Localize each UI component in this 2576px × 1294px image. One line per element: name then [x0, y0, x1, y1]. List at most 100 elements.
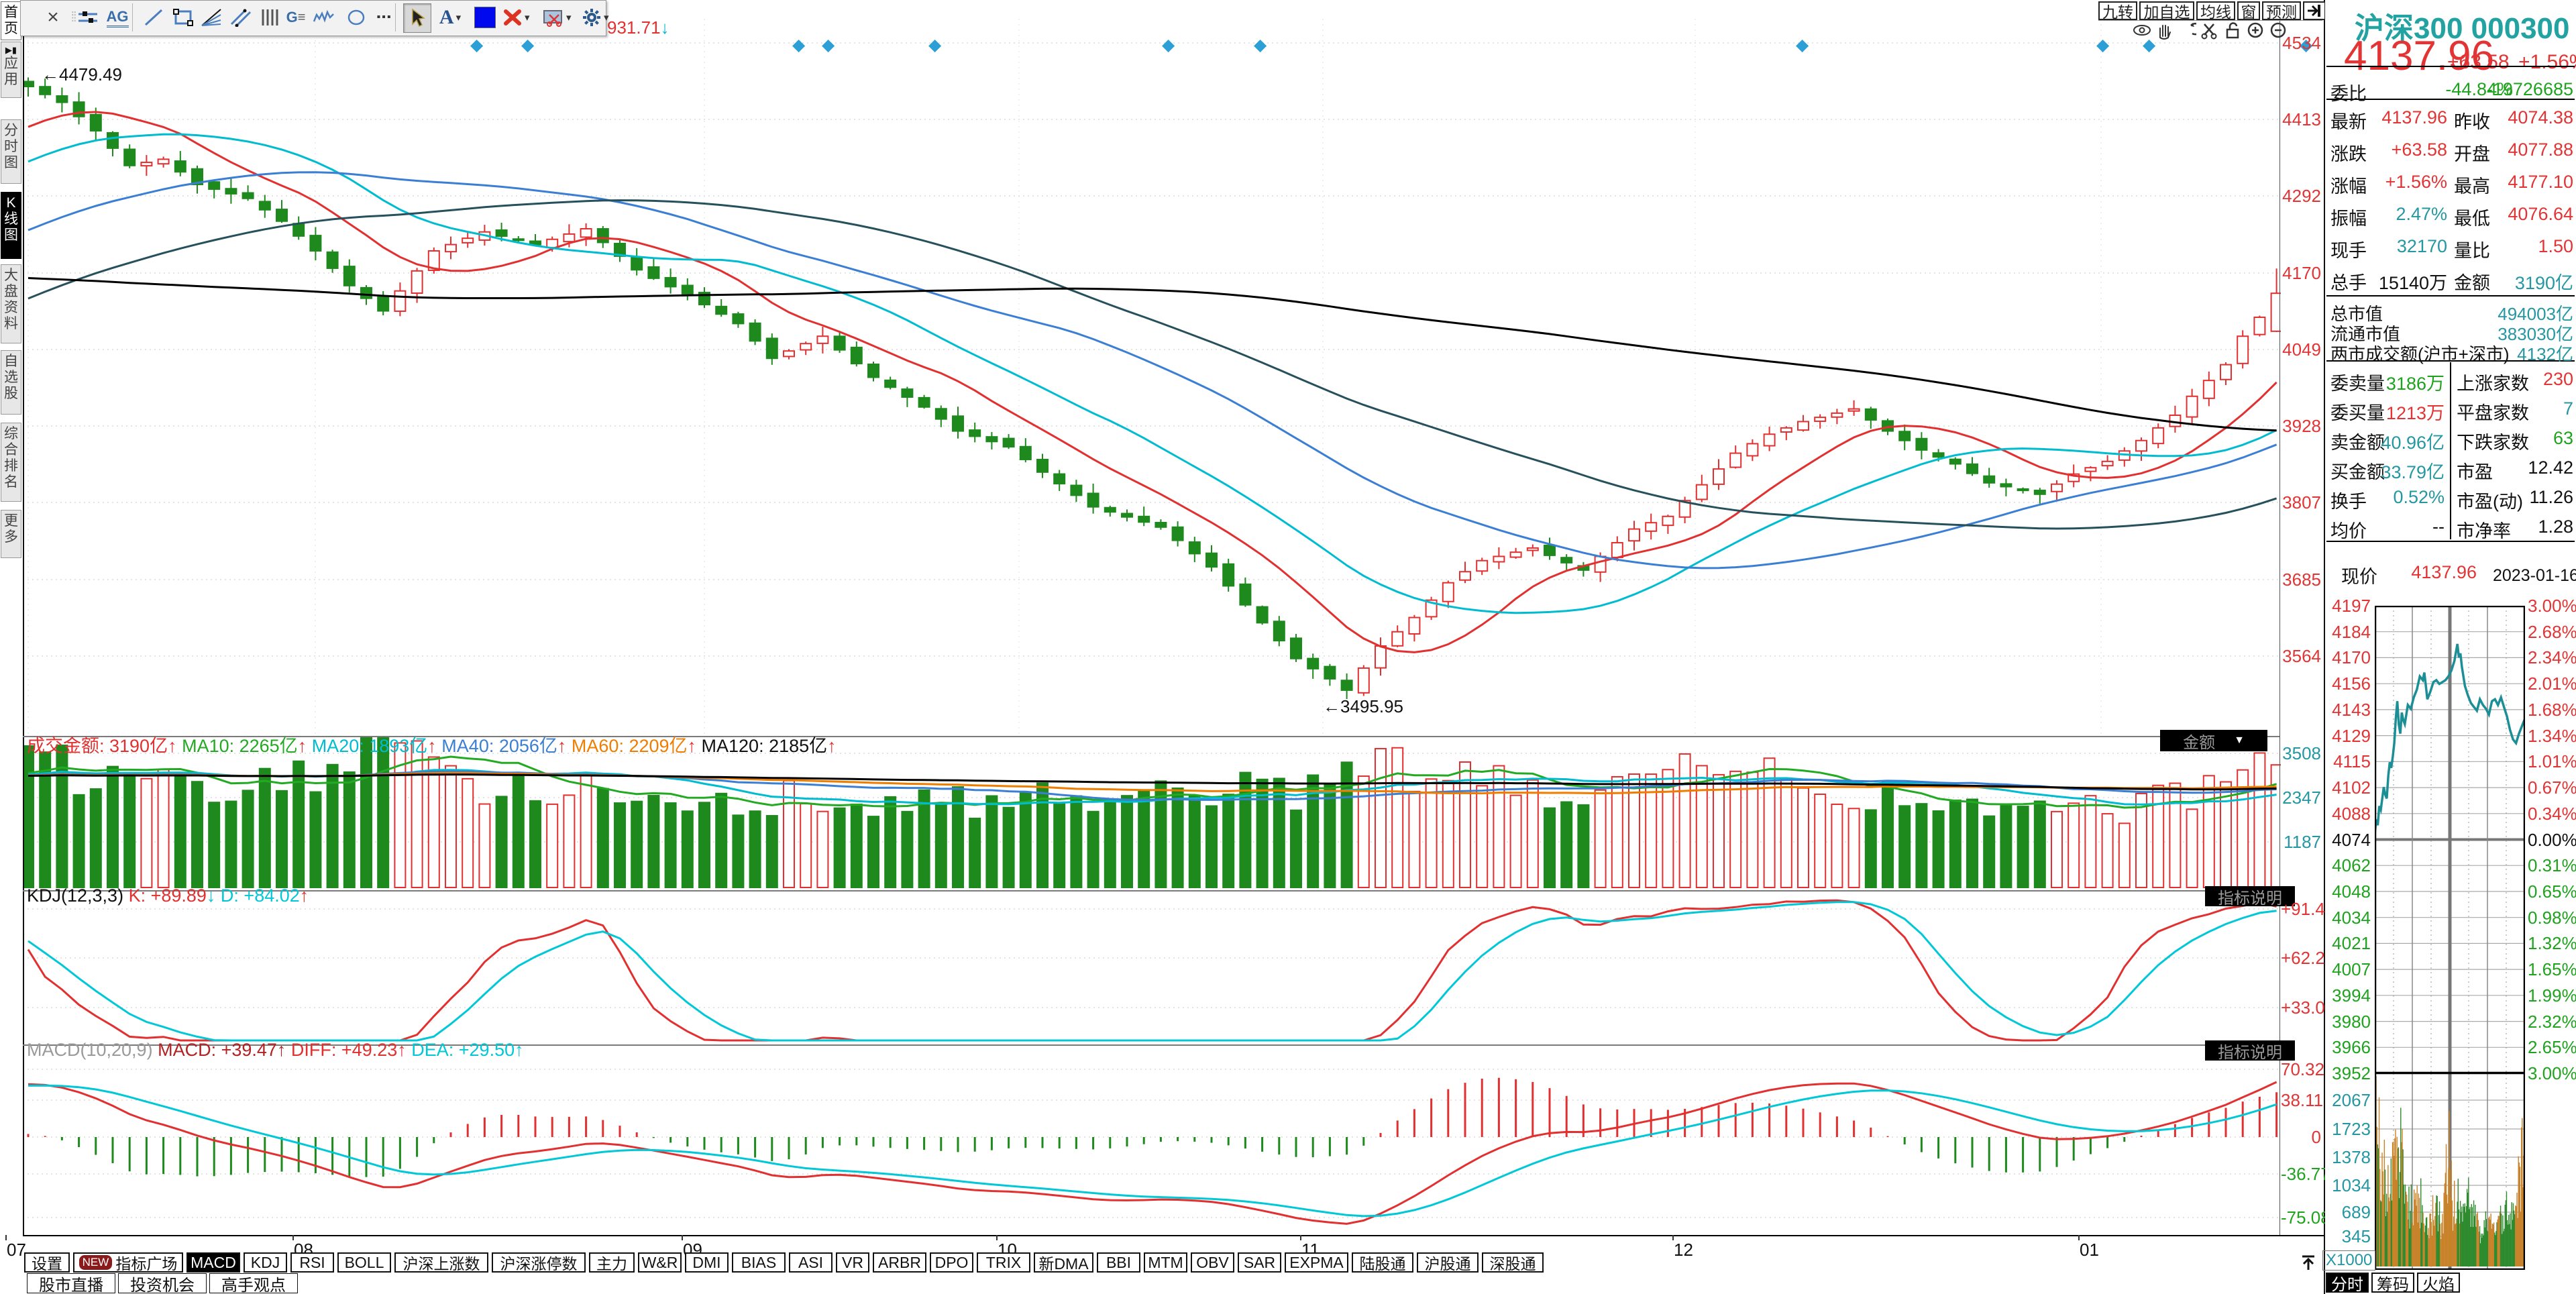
signal-diamond-icon: ◆: [822, 36, 835, 54]
tab-vr[interactable]: VR: [836, 1252, 869, 1273]
tab-sar[interactable]: SAR: [1238, 1252, 1281, 1273]
quote-field: 总市值: [2330, 304, 2383, 324]
tab-indicator-plaza[interactable]: NEW 指标广场: [73, 1252, 183, 1273]
scissors-icon[interactable]: [2200, 21, 2220, 42]
tab-kdj[interactable]: KDJ: [244, 1252, 287, 1273]
tab-bbi[interactable]: BBI: [1097, 1252, 1140, 1273]
button-add-watchlist[interactable]: 加自选: [2139, 1, 2194, 21]
tab-shen-connect[interactable]: 深股通: [1482, 1252, 1544, 1273]
tab-dpo[interactable]: DPO: [930, 1252, 973, 1273]
zoom-out-icon[interactable]: [2269, 21, 2289, 42]
quote-field: 63: [2553, 428, 2573, 448]
mini-price-tick: 3994: [2332, 985, 2371, 1006]
quote-field: 两市成交额(沪市+深市): [2330, 344, 2510, 364]
settings-tool-icon[interactable]: ▾: [582, 3, 609, 32]
tab-dmi[interactable]: DMI: [685, 1252, 729, 1273]
sidebar-item-apps[interactable]: ▶▮ 应用: [1, 42, 21, 98]
mini-tab-chips[interactable]: 筹码: [2371, 1273, 2414, 1294]
kdj-pane[interactable]: [23, 890, 2281, 1044]
quote-field: 383030亿: [2498, 324, 2573, 344]
tab-mtm[interactable]: MTM: [1144, 1252, 1187, 1273]
golden-section-icon[interactable]: G ≡: [286, 9, 306, 25]
tab-lu-connect[interactable]: 陆股通: [1352, 1252, 1413, 1273]
wave-icon[interactable]: [311, 3, 337, 32]
cursor-tool-icon[interactable]: [403, 3, 431, 33]
button-ma-toggle[interactable]: 均线: [2196, 1, 2235, 21]
macd-pane[interactable]: [23, 1044, 2281, 1235]
tab-expma[interactable]: EXPMA: [1285, 1252, 1348, 1273]
tab-macd[interactable]: MACD: [186, 1252, 240, 1273]
gann-fan-icon[interactable]: [198, 3, 225, 32]
tab-obv[interactable]: OBV: [1191, 1252, 1234, 1273]
tab-settings[interactable]: 设置: [24, 1252, 70, 1273]
ag-tool-icon[interactable]: AG: [104, 3, 131, 32]
quote-field: 12.42: [2528, 457, 2573, 478]
mini-price-tick: 4034: [2332, 907, 2371, 928]
mini-tab-intraday[interactable]: 分时: [2326, 1273, 2369, 1294]
sidebar-item-home[interactable]: 首页: [1, 1, 21, 40]
quote-field: 2.47%: [2396, 204, 2447, 224]
snapshot-tool-icon[interactable]: ▾: [543, 3, 572, 32]
lock-icon[interactable]: [2223, 21, 2243, 42]
link-live-stream[interactable]: 股市直播: [27, 1273, 115, 1294]
sidebar-item-more[interactable]: 更多: [1, 510, 21, 558]
tab-hs-advance-count[interactable]: 沪深上涨数: [394, 1252, 488, 1273]
tab-trix[interactable]: TRIX: [977, 1252, 1030, 1273]
quote-field: 最低: [2454, 209, 2490, 229]
quote-field: -44.84%: [2445, 79, 2513, 99]
kline-chart-pane[interactable]: [22, 19, 2283, 736]
trendline-icon[interactable]: [140, 3, 167, 32]
text-tool-icon[interactable]: A ▾: [439, 6, 462, 28]
link-invest-opportunity[interactable]: 投资机会: [118, 1273, 207, 1294]
tab-asi[interactable]: ASI: [789, 1252, 833, 1273]
quote-field: 市盈(动): [2457, 492, 2523, 512]
ellipse-icon[interactable]: [343, 3, 370, 32]
sidebar-item-intraday-chart[interactable]: 分时图: [1, 119, 21, 184]
tab-main-force[interactable]: 主力: [589, 1252, 635, 1273]
tab-bias[interactable]: BIAS: [732, 1252, 786, 1273]
button-collapse-panel[interactable]: [2303, 1, 2326, 20]
tab-hu-connect[interactable]: 沪股通: [1417, 1252, 1479, 1273]
tab-arbr[interactable]: ARBR: [873, 1252, 926, 1273]
tab-new-dma[interactable]: 新DMA: [1034, 1252, 1093, 1273]
tab-boll[interactable]: BOLL: [337, 1252, 391, 1273]
mini-price-tick: 4143: [2332, 699, 2371, 720]
sidebar-item-ranking[interactable]: 综合排名: [1, 423, 21, 502]
signal-diamond-icon: ◆: [470, 36, 484, 54]
color-swatch[interactable]: [472, 3, 498, 32]
sidebar-item-market-data[interactable]: 大盘资料: [1, 264, 21, 343]
undo-icon[interactable]: [2178, 21, 2202, 42]
delete-tool-icon[interactable]: ▾: [502, 3, 530, 32]
eye-icon[interactable]: [2132, 21, 2152, 42]
tab-rsi[interactable]: RSI: [290, 1252, 334, 1273]
quote-field: 换手: [2330, 492, 2367, 512]
close-icon[interactable]: ×: [47, 6, 59, 28]
grip-handle[interactable]: ⁞⁞: [70, 9, 76, 25]
fib-levels-icon[interactable]: [74, 3, 101, 32]
rectangle-icon[interactable]: [170, 3, 197, 32]
macd-indicator-info[interactable]: 指标说明: [2205, 1040, 2295, 1062]
kdj-indicator-info[interactable]: 指标说明: [2205, 886, 2295, 908]
mini-tab-flame[interactable]: 火焰: [2417, 1273, 2460, 1294]
parallel-channel-icon[interactable]: [227, 3, 254, 32]
quote-field: +63.58: [2391, 140, 2447, 160]
quote-field: 11.26: [2529, 487, 2573, 507]
chart-right-border: [2279, 19, 2280, 1235]
button-forecast[interactable]: 预测: [2262, 1, 2301, 21]
button-nine-turn[interactable]: 九转: [2098, 1, 2137, 21]
hand-icon[interactable]: [2155, 21, 2175, 42]
sidebar-item-watchlist[interactable]: 自选股: [1, 350, 21, 415]
volume-pane[interactable]: [22, 732, 2283, 890]
vertical-lines-icon[interactable]: [257, 3, 284, 32]
link-expert-view[interactable]: 高手观点: [209, 1273, 298, 1294]
more-tools-icon[interactable]: ▪▪▪: [376, 11, 392, 23]
axis-label: 4170: [2282, 263, 2321, 283]
tab-hs-limitup-count[interactable]: 沪深涨停数: [492, 1252, 586, 1273]
button-window[interactable]: 窗: [2237, 1, 2260, 21]
volume-mode-dropdown[interactable]: 金额 ▼: [2160, 730, 2267, 752]
tab-wr[interactable]: W&R: [638, 1252, 682, 1273]
zoom-in-icon[interactable]: [2246, 21, 2266, 42]
scroll-up-icon[interactable]: [2300, 1254, 2317, 1275]
axis-label: 3928: [2282, 416, 2321, 436]
